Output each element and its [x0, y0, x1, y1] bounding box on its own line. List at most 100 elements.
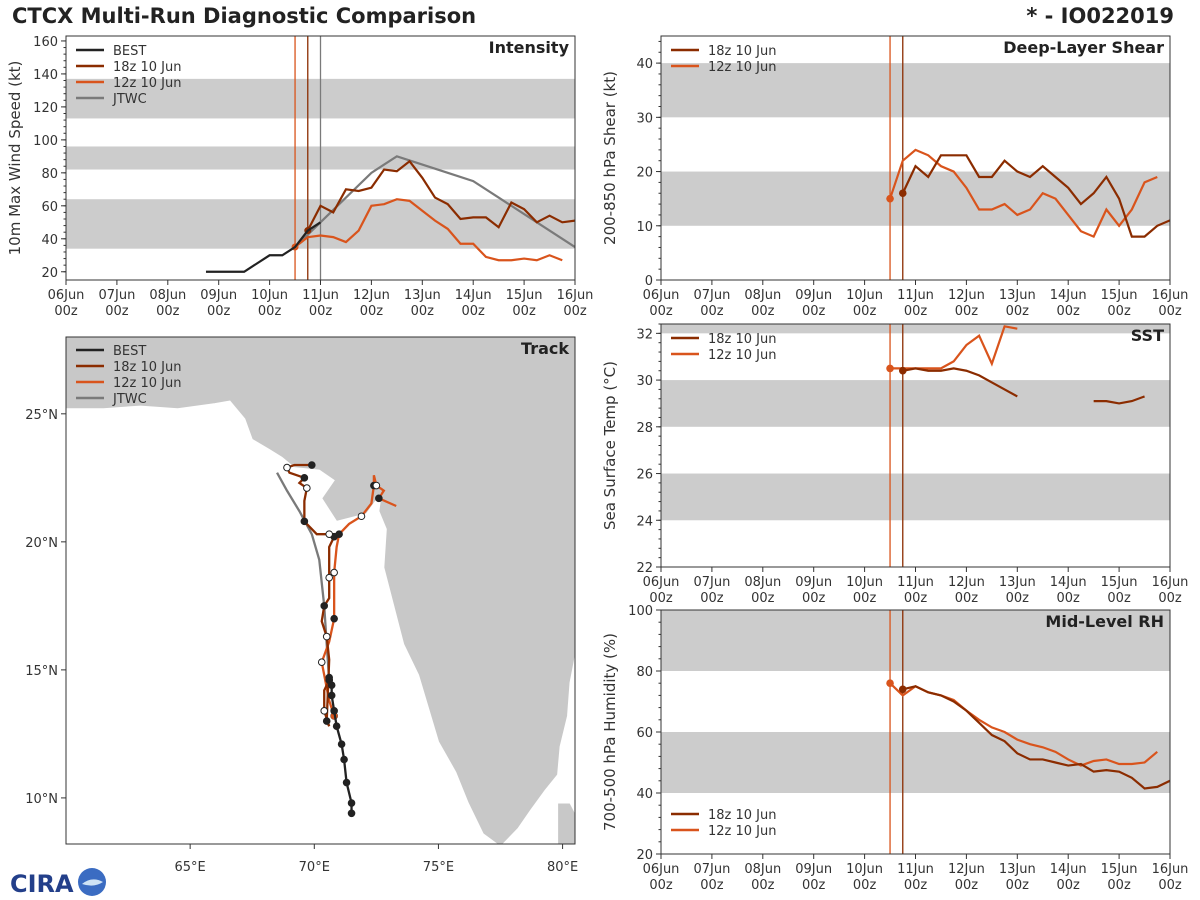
intensity-xtick-label: 07Jun [98, 288, 135, 303]
sst-ytick-label: 30 [636, 374, 653, 389]
intensity-ytick-label: 140 [33, 68, 58, 83]
rh-xtick-label: 13Jun [999, 862, 1036, 877]
track-point [357, 512, 366, 521]
intensity-ytick-label: 80 [41, 167, 58, 182]
rh-xtick-label: 08Jun [744, 862, 781, 877]
intensity-legend-label: BEST [113, 44, 146, 59]
sst-ytick-label: 28 [636, 421, 653, 436]
shear-ytick-label: 20 [636, 166, 653, 181]
cira-logo: CIRA [10, 868, 106, 898]
sst-xtick-label: 12Jun [948, 575, 985, 590]
shear-xtick-label: 10Jun [846, 288, 883, 303]
track-ytick-label: 10°N [25, 792, 58, 807]
sst-legend-label: 12z 10 Jun [708, 348, 777, 363]
track-legend-label: JTWC [112, 392, 147, 407]
shear-ytick-label: 30 [636, 111, 653, 126]
sst-band [661, 473, 1170, 521]
track-frame [65, 336, 576, 845]
shear-xtick-label: 09Jun [795, 288, 832, 303]
track-point [322, 632, 331, 641]
track-point [330, 614, 338, 623]
shear-title: Deep-Layer Shear [1003, 38, 1164, 57]
shear-xtick-label: 11Jun [897, 288, 934, 303]
sst-xtick-label: 08Jun [744, 575, 781, 590]
rh-legend-label: 12z 10 Jun [708, 824, 777, 839]
track-xtick-label: 65°E [175, 860, 206, 875]
intensity-ytick-label: 160 [33, 35, 58, 50]
storm-id: * - IO022019 [1026, 4, 1174, 28]
intensity-xtick-label-hour: 00z [563, 304, 587, 319]
sst-title: SST [1131, 326, 1164, 345]
sst-xtick-label-hour: 00z [751, 591, 775, 606]
rh-xtick-label-hour: 00z [904, 878, 928, 893]
intensity-xtick-label: 10Jun [251, 288, 288, 303]
sst-ytick-label: 26 [636, 468, 653, 483]
page-title: CTCX Multi-Run Diagnostic Comparison [12, 4, 477, 28]
shear-chart: 01020304006Jun00z07Jun00z08Jun00z09Jun00… [601, 35, 1188, 319]
shear-ytick-label: 0 [645, 274, 653, 289]
track-point [300, 474, 309, 482]
intensity-xtick-label-hour: 00z [207, 304, 231, 319]
sst-band [661, 380, 1170, 427]
sst-xtick-label-hour: 00z [700, 591, 724, 606]
rh-chart: 2040608010006Jun00z07Jun00z08Jun00z09Jun… [601, 604, 1188, 893]
track-point [340, 755, 348, 764]
track-point [337, 740, 346, 748]
rh-xtick-label-hour: 00z [853, 878, 877, 893]
shear-init-point [898, 189, 907, 198]
island-land [557, 802, 575, 844]
shear-ytick-label: 10 [636, 220, 653, 235]
sst-series-line [902, 367, 1018, 398]
rh-xtick-label: 06Jun [643, 862, 680, 877]
rh-xtick-label: 09Jun [795, 862, 832, 877]
shear-legend-label: 18z 10 Jun [708, 44, 777, 59]
intensity-xtick-label-hour: 00z [54, 304, 78, 319]
rh-xtick-label-hour: 00z [1006, 878, 1030, 893]
rh-init-point [898, 685, 907, 694]
rh-ytick-label: 20 [636, 848, 653, 863]
intensity-xtick-label: 12Jun [353, 288, 390, 303]
sst-ytick-label: 22 [636, 561, 653, 576]
shear-xtick-label-hour: 00z [904, 304, 928, 319]
sst-xtick-label: 11Jun [897, 575, 934, 590]
shear-band [661, 171, 1170, 226]
rh-xtick-label-hour: 00z [751, 878, 775, 893]
track-legend-label: 18z 10 Jun [113, 360, 182, 375]
rh-xtick-label: 14Jun [1050, 862, 1087, 877]
shear-xtick-label-hour: 00z [853, 304, 877, 319]
track-xtick-label: 70°E [299, 860, 330, 875]
intensity-xtick-label: 16Jun [557, 288, 594, 303]
sst-xtick-label-hour: 00z [955, 591, 979, 606]
rh-legend-label: 18z 10 Jun [708, 808, 777, 823]
intensity-xtick-label-hour: 00z [360, 304, 384, 319]
rh-ytick-label: 100 [628, 604, 653, 619]
sst-xtick-label: 15Jun [1101, 575, 1138, 590]
intensity-xtick-label: 15Jun [506, 288, 543, 303]
shear-xtick-label: 06Jun [643, 288, 680, 303]
rh-xtick-label-hour: 00z [1158, 878, 1182, 893]
sst-ytick-label: 32 [636, 327, 653, 342]
intensity-ytick-label: 60 [41, 200, 58, 215]
rh-band [661, 732, 1170, 793]
shear-xtick-label-hour: 00z [1107, 304, 1131, 319]
rh-xtick-label: 15Jun [1101, 862, 1138, 877]
shear-series-line [901, 154, 1170, 238]
track-ytick-label: 25°N [25, 408, 58, 423]
sst-xtick-label-hour: 00z [1107, 591, 1131, 606]
intensity-xtick-label-hour: 00z [309, 304, 333, 319]
sst-init-point [886, 364, 894, 373]
sst-xtick-label: 14Jun [1050, 575, 1087, 590]
intensity-xtick-label-hour: 00z [105, 304, 129, 319]
rh-ytick-label: 40 [636, 787, 653, 802]
track-point [308, 461, 316, 469]
track-point [320, 602, 329, 610]
shear-series-line [889, 148, 1158, 239]
rh-ytick-label: 80 [636, 665, 653, 680]
track-point [283, 463, 291, 472]
sst-xtick-label-hour: 00z [853, 591, 877, 606]
track-point [300, 517, 309, 526]
rh-series-line [902, 685, 1170, 790]
